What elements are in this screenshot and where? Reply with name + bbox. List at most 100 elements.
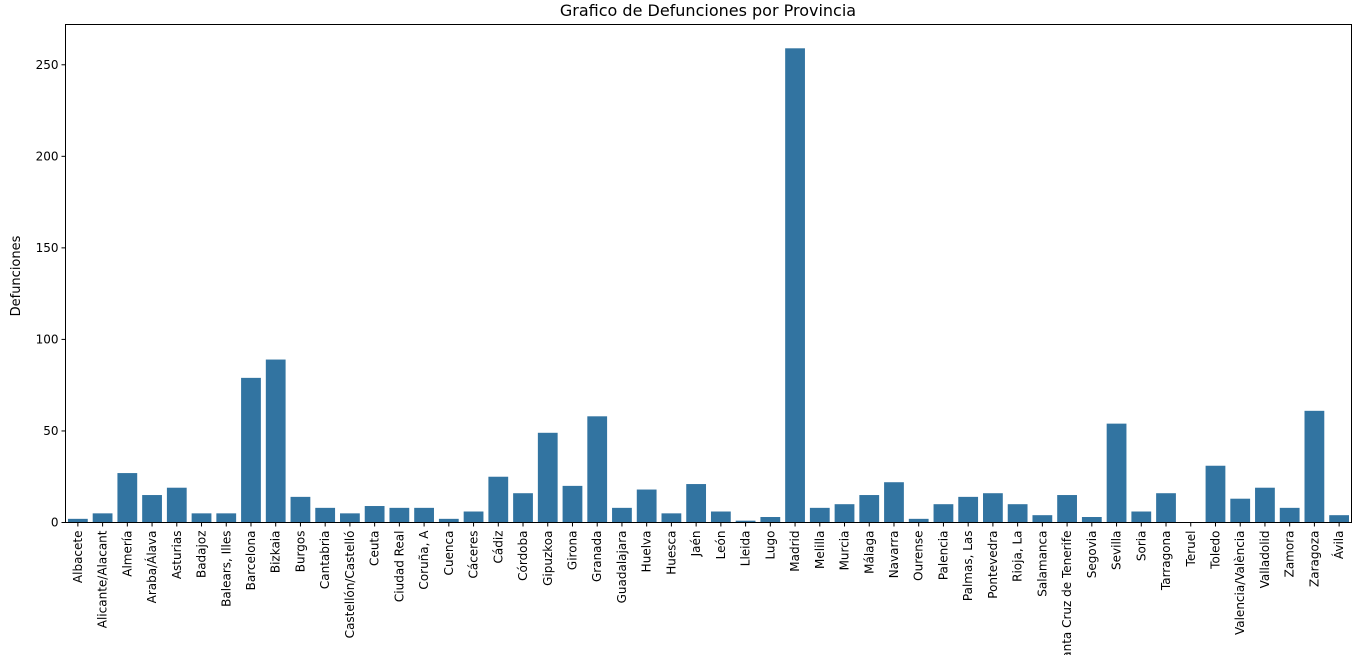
bar-16: [463, 511, 484, 523]
bar-27: [735, 520, 756, 523]
x-ticks-group: Albacete Alicante/Alacant Almería Araba/Ála…: [71, 522, 1346, 655]
x-tick-label: Palencia: [936, 531, 950, 581]
bar-51: [1329, 515, 1350, 523]
bar-24: [661, 513, 682, 523]
x-tick-label: Rioja, La: [1011, 531, 1025, 582]
x-tick-label: Salamanca: [1035, 531, 1049, 597]
bar-3: [142, 495, 162, 523]
bar-28: [760, 517, 781, 523]
bar-0: [67, 518, 88, 523]
bar-26: [710, 511, 731, 523]
x-tick-label: Navarra: [887, 531, 901, 579]
bar-34: [908, 518, 929, 523]
x-tick-label: Murcia: [838, 531, 852, 571]
bar-25: [686, 484, 707, 523]
x-tick-label: Bizkaia: [269, 531, 283, 574]
bar-23: [636, 489, 657, 523]
x-tick-label: Cádiz: [491, 531, 505, 564]
x-tick-label: Alicante/Alacant: [96, 530, 110, 628]
x-tick-label: Albacete: [71, 531, 85, 584]
y-ticks-group: 0 50 100 150 200 250: [36, 58, 66, 530]
bar-7: [241, 377, 261, 523]
x-tick-label: Guadalajara: [615, 531, 629, 604]
y-tick-label: 100: [36, 332, 59, 346]
bar-44: [1156, 493, 1176, 523]
x-tick-label: Córdoba: [516, 531, 530, 581]
x-tick-label: Huesca: [664, 531, 678, 575]
y-tick-label: 150: [36, 241, 59, 255]
bar-32: [859, 495, 880, 523]
bar-22: [612, 507, 632, 523]
x-tick-label: Cantabria: [318, 531, 332, 590]
x-tick-label: Asturias: [170, 531, 184, 580]
x-tick-label: Melilla: [813, 531, 827, 569]
bar-4: [166, 487, 187, 523]
x-tick-label: Castellón/Castelló: [343, 531, 357, 639]
bar-39: [1032, 515, 1053, 523]
x-tick-label: Ávila: [1331, 531, 1346, 560]
x-tick-label: Málaga: [862, 531, 876, 574]
x-tick-label: Ceuta: [368, 531, 382, 566]
bar-36: [958, 496, 979, 523]
bar-2: [117, 473, 138, 523]
bar-15: [438, 518, 459, 523]
bars-group: [67, 48, 1350, 523]
x-tick-label: Granada: [590, 531, 604, 583]
chart-title: Grafico de Defunciones por Provincia: [560, 1, 856, 20]
x-tick-label: Zamora: [1283, 531, 1297, 578]
bar-18: [513, 493, 533, 523]
bar-43: [1131, 511, 1152, 523]
y-tick-label: 250: [36, 58, 59, 72]
x-tick-label: Balears, Illes: [219, 531, 233, 607]
bar-38: [1007, 504, 1028, 523]
bar-17: [488, 476, 509, 523]
bar-41: [1081, 517, 1102, 523]
x-tick-label: Badajoz: [195, 531, 209, 579]
bar-35: [933, 504, 954, 523]
bar-12: [364, 506, 385, 523]
bar-49: [1279, 507, 1300, 523]
bar-42: [1106, 423, 1127, 523]
x-tick-label: Gipuzkoa: [541, 531, 555, 586]
bar-20: [562, 485, 583, 523]
bar-8: [265, 359, 286, 523]
bar-40: [1057, 495, 1077, 523]
x-tick-label: Sevilla: [1110, 531, 1124, 570]
bar-19: [537, 432, 558, 523]
bar-1: [92, 513, 113, 523]
x-tick-label: Huelva: [640, 531, 654, 573]
x-tick-label: Zaragoza: [1307, 531, 1321, 587]
x-tick-label: Cuenca: [442, 531, 456, 576]
x-tick-label: Madrid: [788, 531, 802, 572]
bar-21: [587, 416, 608, 523]
x-tick-label: Toledo: [1208, 531, 1222, 570]
x-tick-label: Almería: [120, 531, 134, 577]
x-tick-label: Lugo: [763, 531, 777, 560]
bar-10: [315, 507, 336, 523]
x-tick-label: Jaén: [689, 531, 703, 558]
x-tick-label: Segovia: [1085, 531, 1099, 579]
x-tick-label: Valencia/València: [1233, 531, 1247, 636]
bar-47: [1230, 498, 1251, 523]
plot-frame: [65, 24, 1352, 523]
x-tick-label: Soria: [1134, 531, 1148, 562]
y-tick-label: 50: [43, 424, 58, 438]
bar-33: [884, 482, 904, 523]
x-tick-label: Burgos: [293, 531, 307, 573]
x-tick-label: Cáceres: [467, 531, 481, 579]
y-axis-title: Defunciones: [9, 235, 24, 316]
bar-5: [191, 513, 212, 523]
bar-14: [414, 507, 434, 523]
x-tick-label: Lleida: [739, 531, 753, 567]
bar-50: [1304, 410, 1325, 523]
bar-48: [1255, 487, 1275, 523]
x-tick-label: Santa Cruz de Tenerife: [1060, 531, 1074, 655]
x-tick-label: Girona: [565, 531, 579, 571]
bar-30: [809, 507, 830, 523]
bar-11: [340, 513, 360, 523]
x-tick-label: Ourense: [912, 531, 926, 581]
bar-9: [290, 496, 311, 523]
x-tick-label: Ciudad Real: [392, 531, 406, 603]
x-tick-label: Valladolid: [1258, 531, 1272, 589]
